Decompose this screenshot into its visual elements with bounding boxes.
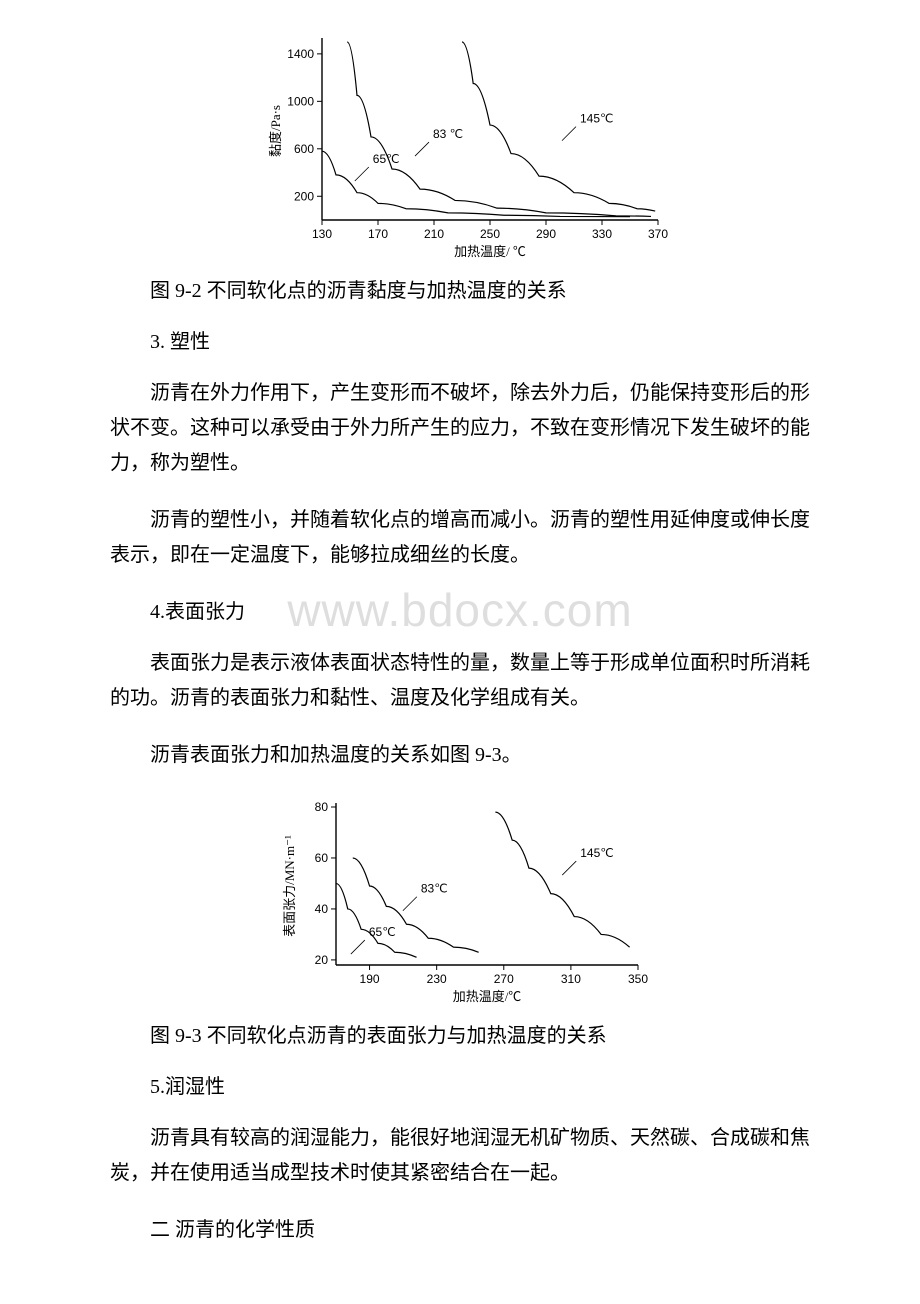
heading-5-wettability: 5.润湿性 (110, 1070, 810, 1099)
svg-text:1400: 1400 (287, 47, 314, 61)
para-3a: 沥青在外力作用下，产生变形而不破坏，除去外力后，仍能保持变形后的形状不变。这种可… (110, 376, 810, 481)
chart-9-3: 20 40 60 80 190 230 270 310 350 表面张力/MN·m⁻¹ 加热温度/℃… (270, 795, 650, 1005)
figure-9-3: 20 40 60 80 190 230 270 310 350 表面张力/MN·m⁻¹ 加热温度/℃… (110, 795, 810, 1005)
para-4b: 沥青表面张力和加热温度的关系如图 9-3。 (110, 738, 810, 773)
svg-text:83 ℃: 83 ℃ (433, 127, 463, 141)
svg-text:200: 200 (294, 189, 314, 203)
svg-text:表面张力/MN·m⁻¹: 表面张力/MN·m⁻¹ (282, 835, 297, 937)
svg-text:83℃: 83℃ (421, 882, 448, 896)
svg-text:370: 370 (648, 227, 668, 241)
svg-text:310: 310 (561, 972, 581, 986)
svg-text:210: 210 (424, 227, 444, 241)
svg-text:65℃: 65℃ (369, 925, 396, 939)
svg-text:600: 600 (294, 142, 314, 156)
svg-text:270: 270 (494, 972, 514, 986)
heading-3-plasticity: 3. 塑性 (110, 325, 810, 354)
svg-text:250: 250 (480, 227, 500, 241)
svg-text:145℃: 145℃ (580, 112, 614, 126)
svg-text:20: 20 (315, 953, 329, 967)
svg-text:加热温度/ ℃: 加热温度/ ℃ (454, 244, 526, 259)
para-4a: 表面张力是表示液体表面状态特性的量，数量上等于形成单位面积时所消耗的功。沥青的表… (110, 646, 810, 716)
svg-text:130: 130 (312, 227, 332, 241)
svg-text:加热温度/℃: 加热温度/℃ (453, 989, 522, 1004)
chart-9-2: 200 600 1000 1400 130 170 210 250 290 330 370 黏度/Pa… (250, 30, 670, 260)
svg-text:145℃: 145℃ (580, 846, 614, 860)
svg-text:330: 330 (592, 227, 612, 241)
svg-text:190: 190 (360, 972, 380, 986)
heading-4-surface-tension: 4.表面张力 (110, 595, 810, 624)
svg-text:350: 350 (628, 972, 648, 986)
para-3b: 沥青的塑性小，并随着软化点的增高而减小。沥青的塑性用延伸度或伸长度表示，即在一定… (110, 503, 810, 573)
figure-9-3-caption: 图 9-3 不同软化点沥青的表面张力与加热温度的关系 (110, 1019, 810, 1048)
svg-text:黏度/Pa·s: 黏度/Pa·s (268, 105, 283, 157)
para-5: 沥青具有较高的润湿能力，能很好地润湿无机矿物质、天然碳、合成碳和焦炭，并在使用适… (110, 1121, 810, 1191)
svg-text:290: 290 (536, 227, 556, 241)
svg-text:60: 60 (315, 851, 329, 865)
figure-9-2: 200 600 1000 1400 130 170 210 250 290 330 370 黏度/Pa… (110, 30, 810, 260)
svg-text:80: 80 (315, 800, 329, 814)
heading-chemical: 二 沥青的化学性质 (110, 1213, 810, 1242)
svg-text:170: 170 (368, 227, 388, 241)
figure-9-2-caption: 图 9-2 不同软化点的沥青黏度与加热温度的关系 (110, 274, 810, 303)
svg-text:40: 40 (315, 902, 329, 916)
svg-text:1000: 1000 (287, 94, 314, 108)
svg-text:230: 230 (427, 972, 447, 986)
